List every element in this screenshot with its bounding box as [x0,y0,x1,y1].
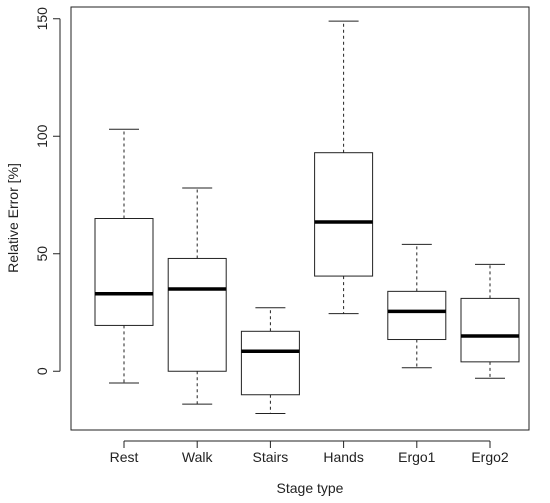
x-axis-title: Stage type [277,480,344,496]
iqr-box [387,290,447,341]
box-ergo1 [387,243,447,369]
iqr-box [314,152,374,277]
x-tick-label: Ergo2 [471,449,509,465]
box-rest [94,128,154,384]
y-tick-label: 150 [34,7,50,31]
y-tick-label: 100 [34,124,50,148]
iqr-box [460,297,520,363]
box-ergo2 [460,263,520,379]
box-hands [314,20,374,315]
x-tick-label: Ergo1 [398,449,436,465]
x-axis: Rest Walk Stairs Hands Ergo1 Ergo2 [110,440,509,465]
iqr-box [240,330,300,396]
iqr-box [167,257,227,372]
y-axis: 0 50 100 150 [34,7,61,375]
y-tick-label: 50 [34,246,50,262]
y-tick-label: 0 [34,367,50,375]
x-tick-label: Rest [110,449,139,465]
box-stairs [240,307,300,415]
box-series [94,20,520,415]
x-tick-label: Walk [182,449,214,465]
x-tick-label: Hands [323,449,363,465]
x-tick-label: Stairs [253,449,289,465]
y-axis-title: Relative Error [%] [5,163,21,273]
plot-frame [70,6,530,431]
box-walk [167,187,227,405]
iqr-box [94,218,154,326]
